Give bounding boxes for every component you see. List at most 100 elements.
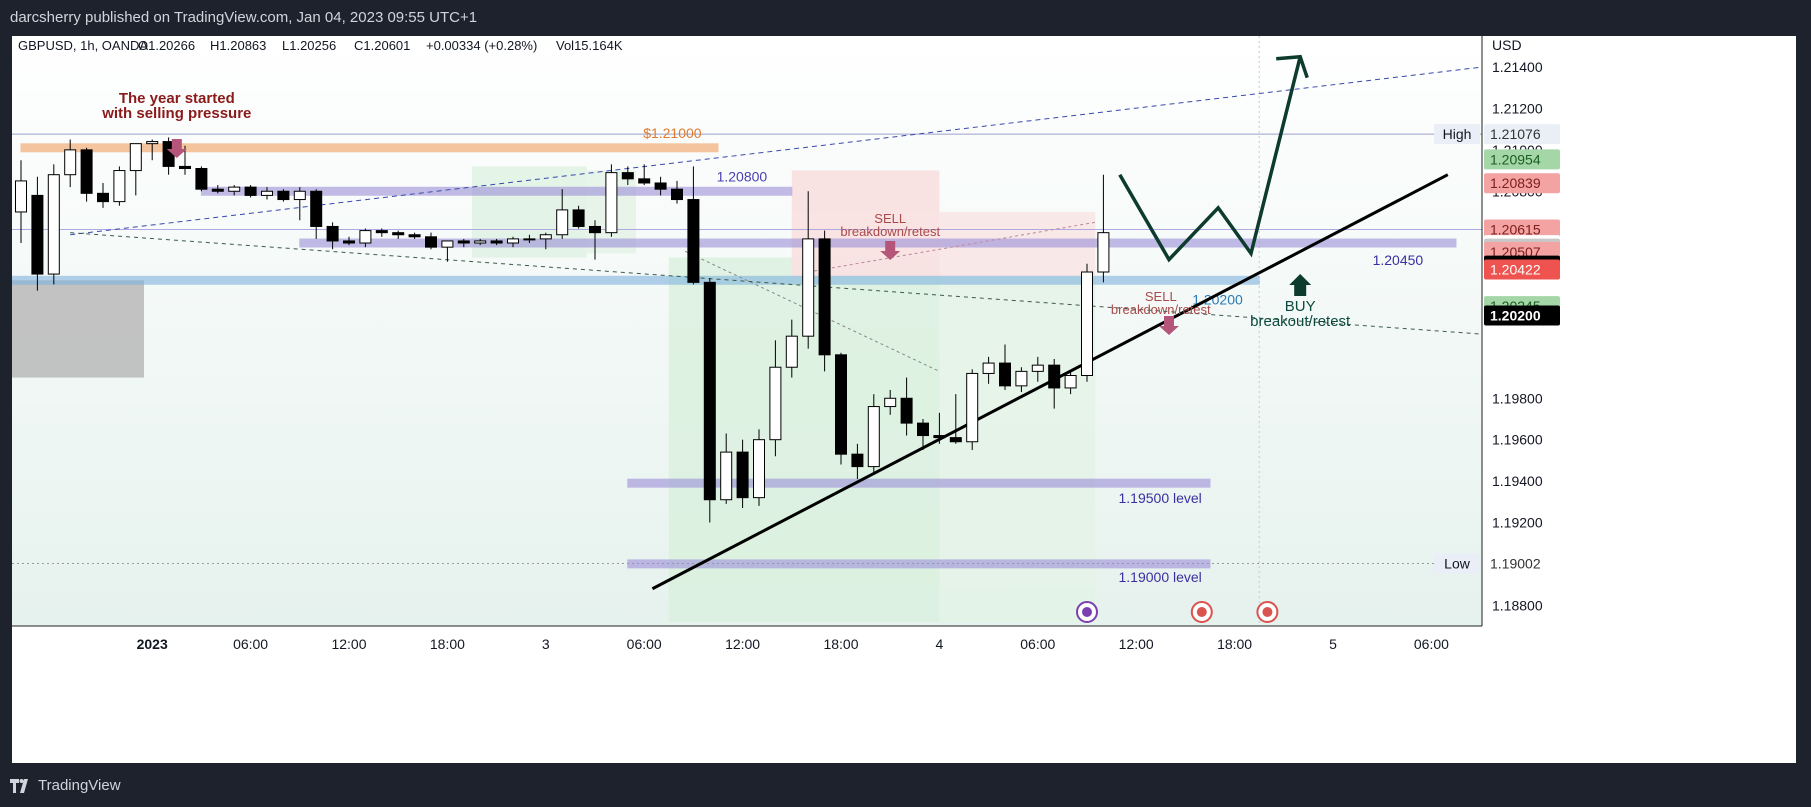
candle	[802, 191, 815, 349]
candle-body	[261, 190, 273, 196]
chart-area[interactable]: $1.21000 1.20800 1.20450 1.20200 1.19500 lev…	[12, 36, 1796, 763]
candle	[753, 429, 765, 506]
candle-body	[179, 165, 191, 169]
candle	[621, 166, 634, 186]
price-label-tag: 1.20615	[1484, 219, 1560, 240]
price-label-tag: 1.20839	[1484, 173, 1560, 194]
candle-body	[277, 190, 290, 201]
candle-body	[835, 354, 847, 455]
candle-body	[1048, 364, 1061, 389]
tradingview-logo-icon	[10, 778, 28, 793]
price-tag-text: Low	[1444, 555, 1471, 571]
candle-body	[326, 225, 339, 242]
candle-body	[64, 149, 77, 176]
candle	[343, 236, 355, 246]
upper-trend-dashed	[70, 66, 1483, 236]
level-label-3: 1.20200	[1192, 291, 1243, 307]
candle	[31, 176, 44, 291]
candle-body	[671, 188, 683, 201]
candle-body	[474, 240, 487, 244]
candle-body	[1081, 271, 1093, 377]
candle	[523, 234, 536, 244]
candle-body	[802, 238, 815, 337]
candle	[539, 232, 552, 250]
price-tag-bg	[1434, 124, 1480, 145]
tradingview-logo[interactable]: TradingView	[10, 777, 121, 794]
candle	[999, 344, 1011, 390]
candle-body	[228, 186, 241, 192]
candle-body	[343, 240, 355, 244]
candle-body	[113, 170, 126, 203]
currency-label: USD	[1492, 37, 1522, 53]
candle	[589, 220, 601, 260]
candle-body	[589, 225, 601, 234]
x-tick-label: 18:00	[430, 636, 465, 652]
candle-body	[244, 186, 257, 196]
candle-body	[999, 362, 1011, 387]
candle	[113, 166, 126, 206]
candle	[375, 228, 388, 237]
candle	[490, 238, 503, 246]
candle-body	[375, 230, 388, 234]
candle	[949, 394, 962, 444]
level-band-4	[627, 478, 1211, 488]
x-tick-label: 06:00	[1414, 636, 1449, 652]
candle-body	[556, 209, 569, 236]
x-tick-label: 4	[936, 636, 944, 652]
annotation-text-2: SELL	[874, 211, 906, 226]
price-chart[interactable]: $1.21000 1.20800 1.20450 1.20200 1.19500 lev…	[12, 36, 1796, 763]
footer-bar: TradingView	[0, 763, 1811, 807]
candle-body	[293, 190, 306, 201]
candle	[556, 189, 569, 239]
candle	[392, 230, 405, 239]
candle	[687, 166, 700, 285]
candle	[80, 147, 93, 202]
candle-body	[1031, 364, 1044, 372]
candle	[769, 340, 782, 457]
candle-body	[982, 362, 995, 374]
candle-body	[818, 238, 831, 356]
candle-body	[769, 366, 782, 441]
candle	[441, 240, 454, 262]
candle	[884, 390, 897, 415]
candle	[1015, 367, 1028, 393]
candle	[818, 230, 831, 372]
candle-body	[703, 281, 716, 501]
price-label-text: 1.20954	[1490, 151, 1541, 167]
sell-arrow-2	[880, 241, 901, 260]
event-icon-lightning-dot	[1082, 607, 1092, 617]
price-label-text: 1.19002	[1490, 555, 1541, 571]
annotation-text-1: with selling pressure	[101, 105, 251, 122]
candle	[572, 205, 585, 229]
candle	[1048, 358, 1061, 409]
candle	[1031, 356, 1044, 382]
brand-label: TradingView	[38, 777, 121, 794]
buy-arrow	[1289, 274, 1312, 296]
symbol-info-0: GBPUSD, 1h, OANDA	[18, 38, 148, 53]
price-label-text: 1.21076	[1490, 126, 1541, 142]
candle	[720, 433, 733, 504]
annotation-text-4: SELL	[1145, 289, 1177, 304]
candle	[293, 187, 306, 221]
time-axis-bg	[12, 626, 1482, 763]
x-tick-label: 12:00	[331, 636, 366, 652]
price-label-text: 1.20839	[1490, 175, 1541, 191]
candle-body	[195, 167, 208, 190]
candle	[211, 185, 224, 194]
candle-body	[736, 451, 749, 499]
candle	[605, 164, 618, 237]
candle	[425, 232, 437, 250]
y-tick-label: 1.21200	[1492, 100, 1543, 116]
candle	[146, 139, 159, 161]
candle	[703, 278, 716, 523]
price-label-tag: 1.20954	[1484, 149, 1560, 170]
level-band-0	[20, 143, 719, 153]
candle	[228, 185, 241, 196]
symbol-info-6: Vol15.164K	[556, 38, 623, 53]
candle	[129, 143, 142, 196]
level-label-5: 1.19000 level	[1119, 569, 1202, 585]
candle	[900, 377, 913, 436]
candle-body	[539, 234, 552, 240]
x-tick-label: 18:00	[1217, 636, 1252, 652]
candle-body	[1064, 375, 1077, 389]
